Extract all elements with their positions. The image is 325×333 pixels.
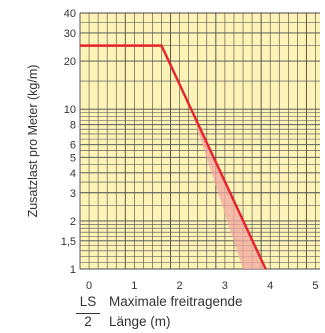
x-axis-label-line-2: Länge (m) bbox=[109, 314, 171, 329]
y-tick-labels: 1 1,5 2 3 4 56 8 10 20 30 40 bbox=[61, 8, 76, 276]
y-tick-label: 5 bbox=[70, 152, 76, 164]
x-tick-label: 2 bbox=[177, 280, 183, 292]
y-tick-label: 1,5 bbox=[61, 236, 76, 248]
y-tick-label: 4 bbox=[70, 168, 76, 180]
x-tick-label: 5 bbox=[312, 280, 318, 292]
y-tick-label: 8 bbox=[70, 120, 76, 132]
y-tick-label: 1 bbox=[70, 264, 76, 276]
x-tick-label: 3 bbox=[222, 280, 228, 292]
y-tick-label: 10 bbox=[64, 104, 76, 116]
xlabel-fraction-denominator: 2 bbox=[73, 314, 103, 329]
y-tick-label: 2 bbox=[70, 216, 76, 228]
y-axis-label: Zusatzlast pro Meter (kg/m) bbox=[26, 65, 40, 218]
x-tick-label: 0 bbox=[86, 280, 92, 292]
y-tick-label: 3 bbox=[70, 188, 76, 200]
y-tick-label: 30 bbox=[64, 28, 76, 40]
x-tick-label: 1 bbox=[131, 280, 137, 292]
x-tick-label: 4 bbox=[267, 280, 273, 292]
y-tick-label: 20 bbox=[64, 56, 76, 68]
y-tick-label: 40 bbox=[64, 8, 76, 20]
y-tick-label: 6 bbox=[70, 140, 76, 152]
x-tick-labels: 0 1 2 3 4 5 bbox=[86, 280, 319, 292]
x-axis-label-line-1: Maximale freitragende bbox=[109, 294, 243, 309]
xlabel-fraction-numerator: LS bbox=[73, 294, 103, 309]
